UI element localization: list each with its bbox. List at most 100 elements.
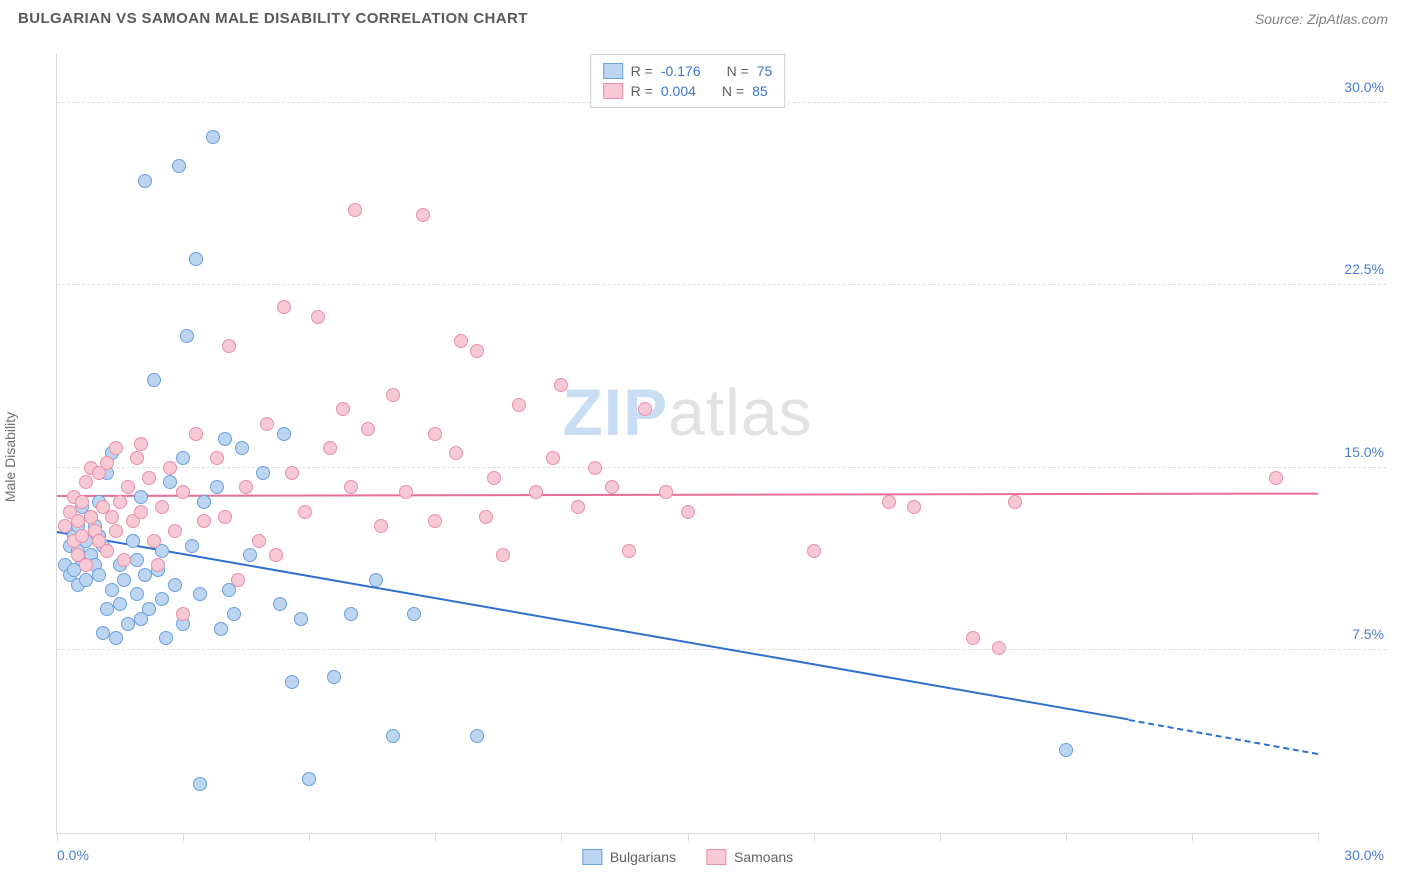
data-point (496, 548, 510, 562)
data-point (218, 510, 232, 524)
trend-line (1129, 719, 1318, 755)
data-point (214, 622, 228, 636)
data-point (966, 631, 980, 645)
data-point (92, 568, 106, 582)
data-point (344, 607, 358, 621)
data-point (113, 597, 127, 611)
data-point (344, 480, 358, 494)
data-point (168, 578, 182, 592)
data-point (189, 252, 203, 266)
data-point (218, 432, 232, 446)
data-point (168, 524, 182, 538)
data-point (243, 548, 257, 562)
x-tick (688, 833, 689, 841)
y-axis-label: Male Disability (2, 412, 18, 502)
data-point (277, 300, 291, 314)
data-point (75, 495, 89, 509)
data-point (487, 471, 501, 485)
data-point (1269, 471, 1283, 485)
data-point (277, 427, 291, 441)
data-point (227, 607, 241, 621)
data-point (134, 505, 148, 519)
data-point (105, 583, 119, 597)
legend-correlation: R =-0.176N =75R =0.004N =85 (590, 54, 786, 108)
data-point (79, 475, 93, 489)
data-point (428, 427, 442, 441)
data-point (907, 500, 921, 514)
data-point (117, 573, 131, 587)
data-point (285, 675, 299, 689)
legend-r-value: -0.176 (661, 63, 701, 79)
data-point (142, 602, 156, 616)
data-point (302, 772, 316, 786)
data-point (470, 729, 484, 743)
data-point (428, 514, 442, 528)
data-point (151, 558, 165, 572)
data-point (239, 480, 253, 494)
legend-r-value: 0.004 (661, 83, 696, 99)
data-point (298, 505, 312, 519)
data-point (285, 466, 299, 480)
data-point (256, 466, 270, 480)
data-point (159, 631, 173, 645)
data-point (197, 514, 211, 528)
x-tick (814, 833, 815, 841)
data-point (138, 174, 152, 188)
data-point (882, 495, 896, 509)
data-point (197, 495, 211, 509)
data-point (155, 592, 169, 606)
y-tick-label: 22.5% (1344, 261, 1384, 277)
plot-area: ZIPatlas R =-0.176N =75R =0.004N =85 Bul… (56, 54, 1318, 834)
data-point (273, 597, 287, 611)
gridline (57, 284, 1386, 285)
data-point (407, 607, 421, 621)
data-point (185, 539, 199, 553)
data-point (222, 339, 236, 353)
legend-n-label: N = (722, 83, 744, 99)
x-tick-label: 0.0% (57, 847, 89, 863)
x-tick (309, 833, 310, 841)
data-point (992, 641, 1006, 655)
x-tick (1318, 833, 1319, 841)
y-tick-label: 30.0% (1344, 79, 1384, 95)
x-tick (183, 833, 184, 841)
data-point (235, 441, 249, 455)
y-tick-label: 15.0% (1344, 444, 1384, 460)
data-point (399, 485, 413, 499)
data-point (210, 480, 224, 494)
legend-r-label: R = (631, 63, 653, 79)
data-point (189, 427, 203, 441)
legend-n-value: 85 (752, 83, 768, 99)
data-point (126, 534, 140, 548)
data-point (311, 310, 325, 324)
data-point (193, 587, 207, 601)
data-point (529, 485, 543, 499)
x-tick (1066, 833, 1067, 841)
data-point (369, 573, 383, 587)
data-point (109, 631, 123, 645)
data-point (130, 587, 144, 601)
y-tick-label: 7.5% (1352, 626, 1384, 642)
data-point (605, 480, 619, 494)
legend-n-label: N = (727, 63, 749, 79)
gridline (57, 649, 1386, 650)
data-point (193, 777, 207, 791)
data-point (231, 573, 245, 587)
chart-title: BULGARIAN VS SAMOAN MALE DISABILITY CORR… (18, 10, 528, 27)
data-point (163, 475, 177, 489)
data-point (134, 490, 148, 504)
legend-series: BulgariansSamoans (582, 849, 793, 865)
legend-label: Samoans (734, 849, 793, 865)
data-point (386, 388, 400, 402)
data-point (206, 130, 220, 144)
data-point (260, 417, 274, 431)
data-point (109, 441, 123, 455)
legend-swatch (603, 83, 623, 99)
data-point (479, 510, 493, 524)
data-point (142, 471, 156, 485)
legend-swatch (582, 849, 602, 865)
data-point (210, 451, 224, 465)
data-point (336, 402, 350, 416)
legend-row: R =-0.176N =75 (603, 61, 773, 81)
data-point (416, 208, 430, 222)
